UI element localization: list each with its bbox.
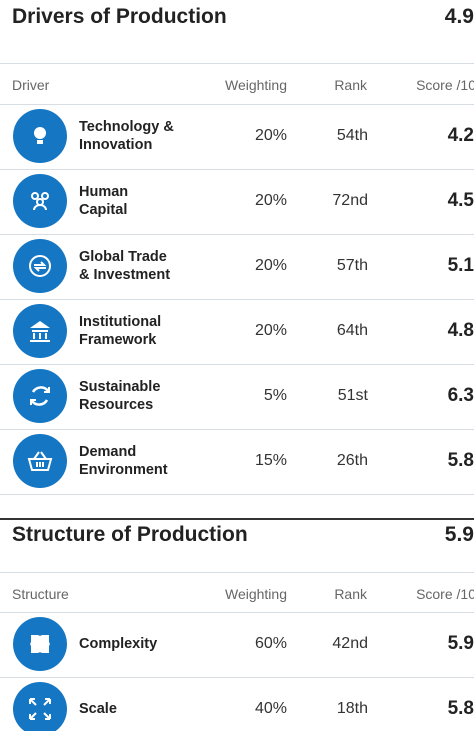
icon	[13, 304, 67, 358]
score: 4.5	[447, 190, 474, 211]
row-name: Technology & Innovation	[79, 118, 174, 154]
row-name: Complexity	[79, 635, 157, 653]
name-line: & Investment	[79, 267, 171, 283]
name-line: Innovation	[79, 137, 153, 153]
weighting: 15%	[254, 452, 287, 469]
icon	[13, 174, 67, 228]
weighting: 40%	[254, 700, 287, 717]
icon	[13, 682, 67, 731]
icon	[13, 617, 67, 671]
row-rule	[0, 169, 474, 170]
name-line: Human	[79, 184, 129, 200]
row-name: Global Trade & Investment	[79, 248, 170, 284]
column-header: Score /10	[416, 77, 474, 93]
row-name: Scale	[79, 700, 117, 718]
name-line: Demand	[79, 444, 137, 460]
weighting: 60%	[254, 635, 287, 652]
icon	[13, 109, 67, 163]
section-title: Structure of Production	[12, 523, 248, 546]
name-line: Framework	[79, 332, 157, 348]
rank: 26th	[336, 452, 368, 469]
rank: 51st	[337, 387, 368, 404]
column-header: Structure	[12, 586, 69, 602]
row-rule	[0, 429, 474, 430]
column-header: Rank	[334, 586, 367, 602]
column-header: Rank	[334, 77, 367, 93]
rank: 54th	[336, 127, 368, 144]
rank: 64th	[336, 322, 368, 339]
section-divider	[0, 518, 474, 520]
row-rule	[0, 234, 474, 235]
column-header: Weighting	[224, 586, 287, 602]
rank: 57th	[336, 257, 368, 274]
icon	[13, 434, 67, 488]
column-header: Score /10	[416, 586, 474, 602]
row-rule	[0, 299, 474, 300]
header-rule	[0, 572, 474, 573]
row-name: Sustainable Resources	[79, 378, 160, 414]
row-name: Demand Environment	[79, 443, 168, 479]
name-line: Institutional	[79, 314, 162, 330]
column-header: Driver	[12, 77, 50, 93]
section-title: Drivers of Production	[12, 5, 227, 28]
name-line: Sustainable	[79, 379, 161, 395]
row-name: Human Capital	[79, 183, 128, 219]
icon	[13, 239, 67, 293]
name-line: Environment	[79, 462, 168, 478]
score: 4.2	[447, 125, 474, 146]
score: 5.1	[447, 255, 474, 276]
column-header: Weighting	[224, 77, 287, 93]
score: 5.8	[447, 450, 474, 471]
row-rule	[0, 612, 474, 613]
name-line: Capital	[79, 202, 128, 218]
row-rule	[0, 494, 474, 495]
score: 6.3	[447, 385, 474, 406]
weighting: 20%	[254, 192, 287, 209]
row-rule	[0, 364, 474, 365]
row-name: Institutional Framework	[79, 313, 161, 349]
score: 5.8	[447, 698, 474, 719]
row-rule	[0, 677, 474, 678]
name-line: Global Trade	[79, 249, 167, 265]
header-rule	[0, 63, 474, 64]
name-line: Technology &	[79, 119, 174, 135]
score: 4.8	[447, 320, 474, 341]
rank: 42nd	[332, 635, 368, 652]
row-rule	[0, 104, 474, 105]
icon	[13, 369, 67, 423]
score: 5.9	[447, 633, 474, 654]
section-score: 4.9	[444, 5, 474, 28]
weighting: 20%	[254, 257, 287, 274]
rank: 18th	[336, 700, 368, 717]
rank: 72nd	[332, 192, 368, 209]
section-score: 5.9	[444, 523, 474, 546]
name-line: Complexity	[79, 636, 158, 652]
weighting: 20%	[254, 127, 287, 144]
weighting: 20%	[254, 322, 287, 339]
weighting: 5%	[263, 387, 287, 404]
name-line: Scale	[79, 701, 117, 717]
name-line: Resources	[79, 397, 154, 413]
